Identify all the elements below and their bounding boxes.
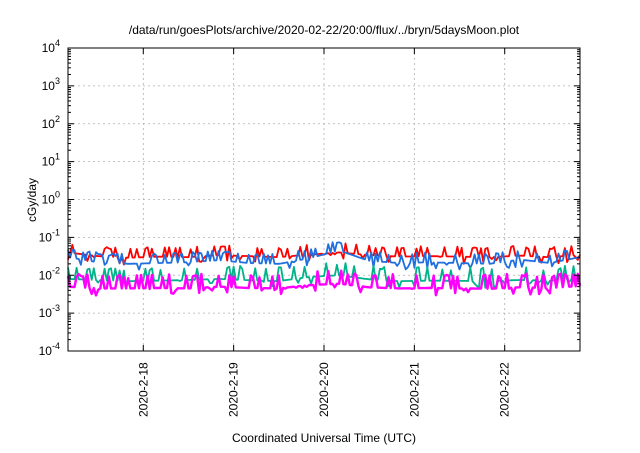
chart-title: /data/run/goesPlots/archive/2020-02-22/2… (129, 23, 520, 37)
y-tick-label: 10-2 (39, 265, 60, 282)
y-tick-label: 10-1 (39, 227, 60, 244)
y-tick-label: 104 (42, 38, 60, 55)
x-axis-label: Coordinated Universal Time (UTC) (232, 431, 416, 445)
y-tick-label: 103 (42, 76, 60, 93)
x-tick-label: 2020-2-20 (317, 362, 331, 417)
series-group (66, 241, 582, 297)
y-tick-label: 102 (42, 114, 60, 131)
series-line-3 (66, 269, 582, 297)
x-tick-label: 2020-2-22 (498, 362, 512, 417)
x-tick-label: 2020-2-21 (407, 362, 421, 417)
y-axis-ticks: 10-4 10-3 10-2 10-1 100 101 102 103 104 (39, 38, 580, 358)
x-axis-ticks: 2020-2-18 2020-2-19 2020-2-20 2020-2-21 2020… (136, 48, 512, 417)
y-tick-label: 100 (42, 190, 60, 207)
y-tick-label: 101 (42, 152, 60, 169)
y-axis-label: cGy/day (25, 178, 39, 222)
x-tick-label: 2020-2-19 (227, 362, 241, 417)
y-tick-label: 10-4 (39, 341, 60, 358)
series-line-1 (67, 241, 581, 271)
grid (68, 48, 580, 351)
y-tick-label: 10-3 (39, 303, 60, 320)
x-tick-label: 2020-2-18 (136, 362, 150, 417)
